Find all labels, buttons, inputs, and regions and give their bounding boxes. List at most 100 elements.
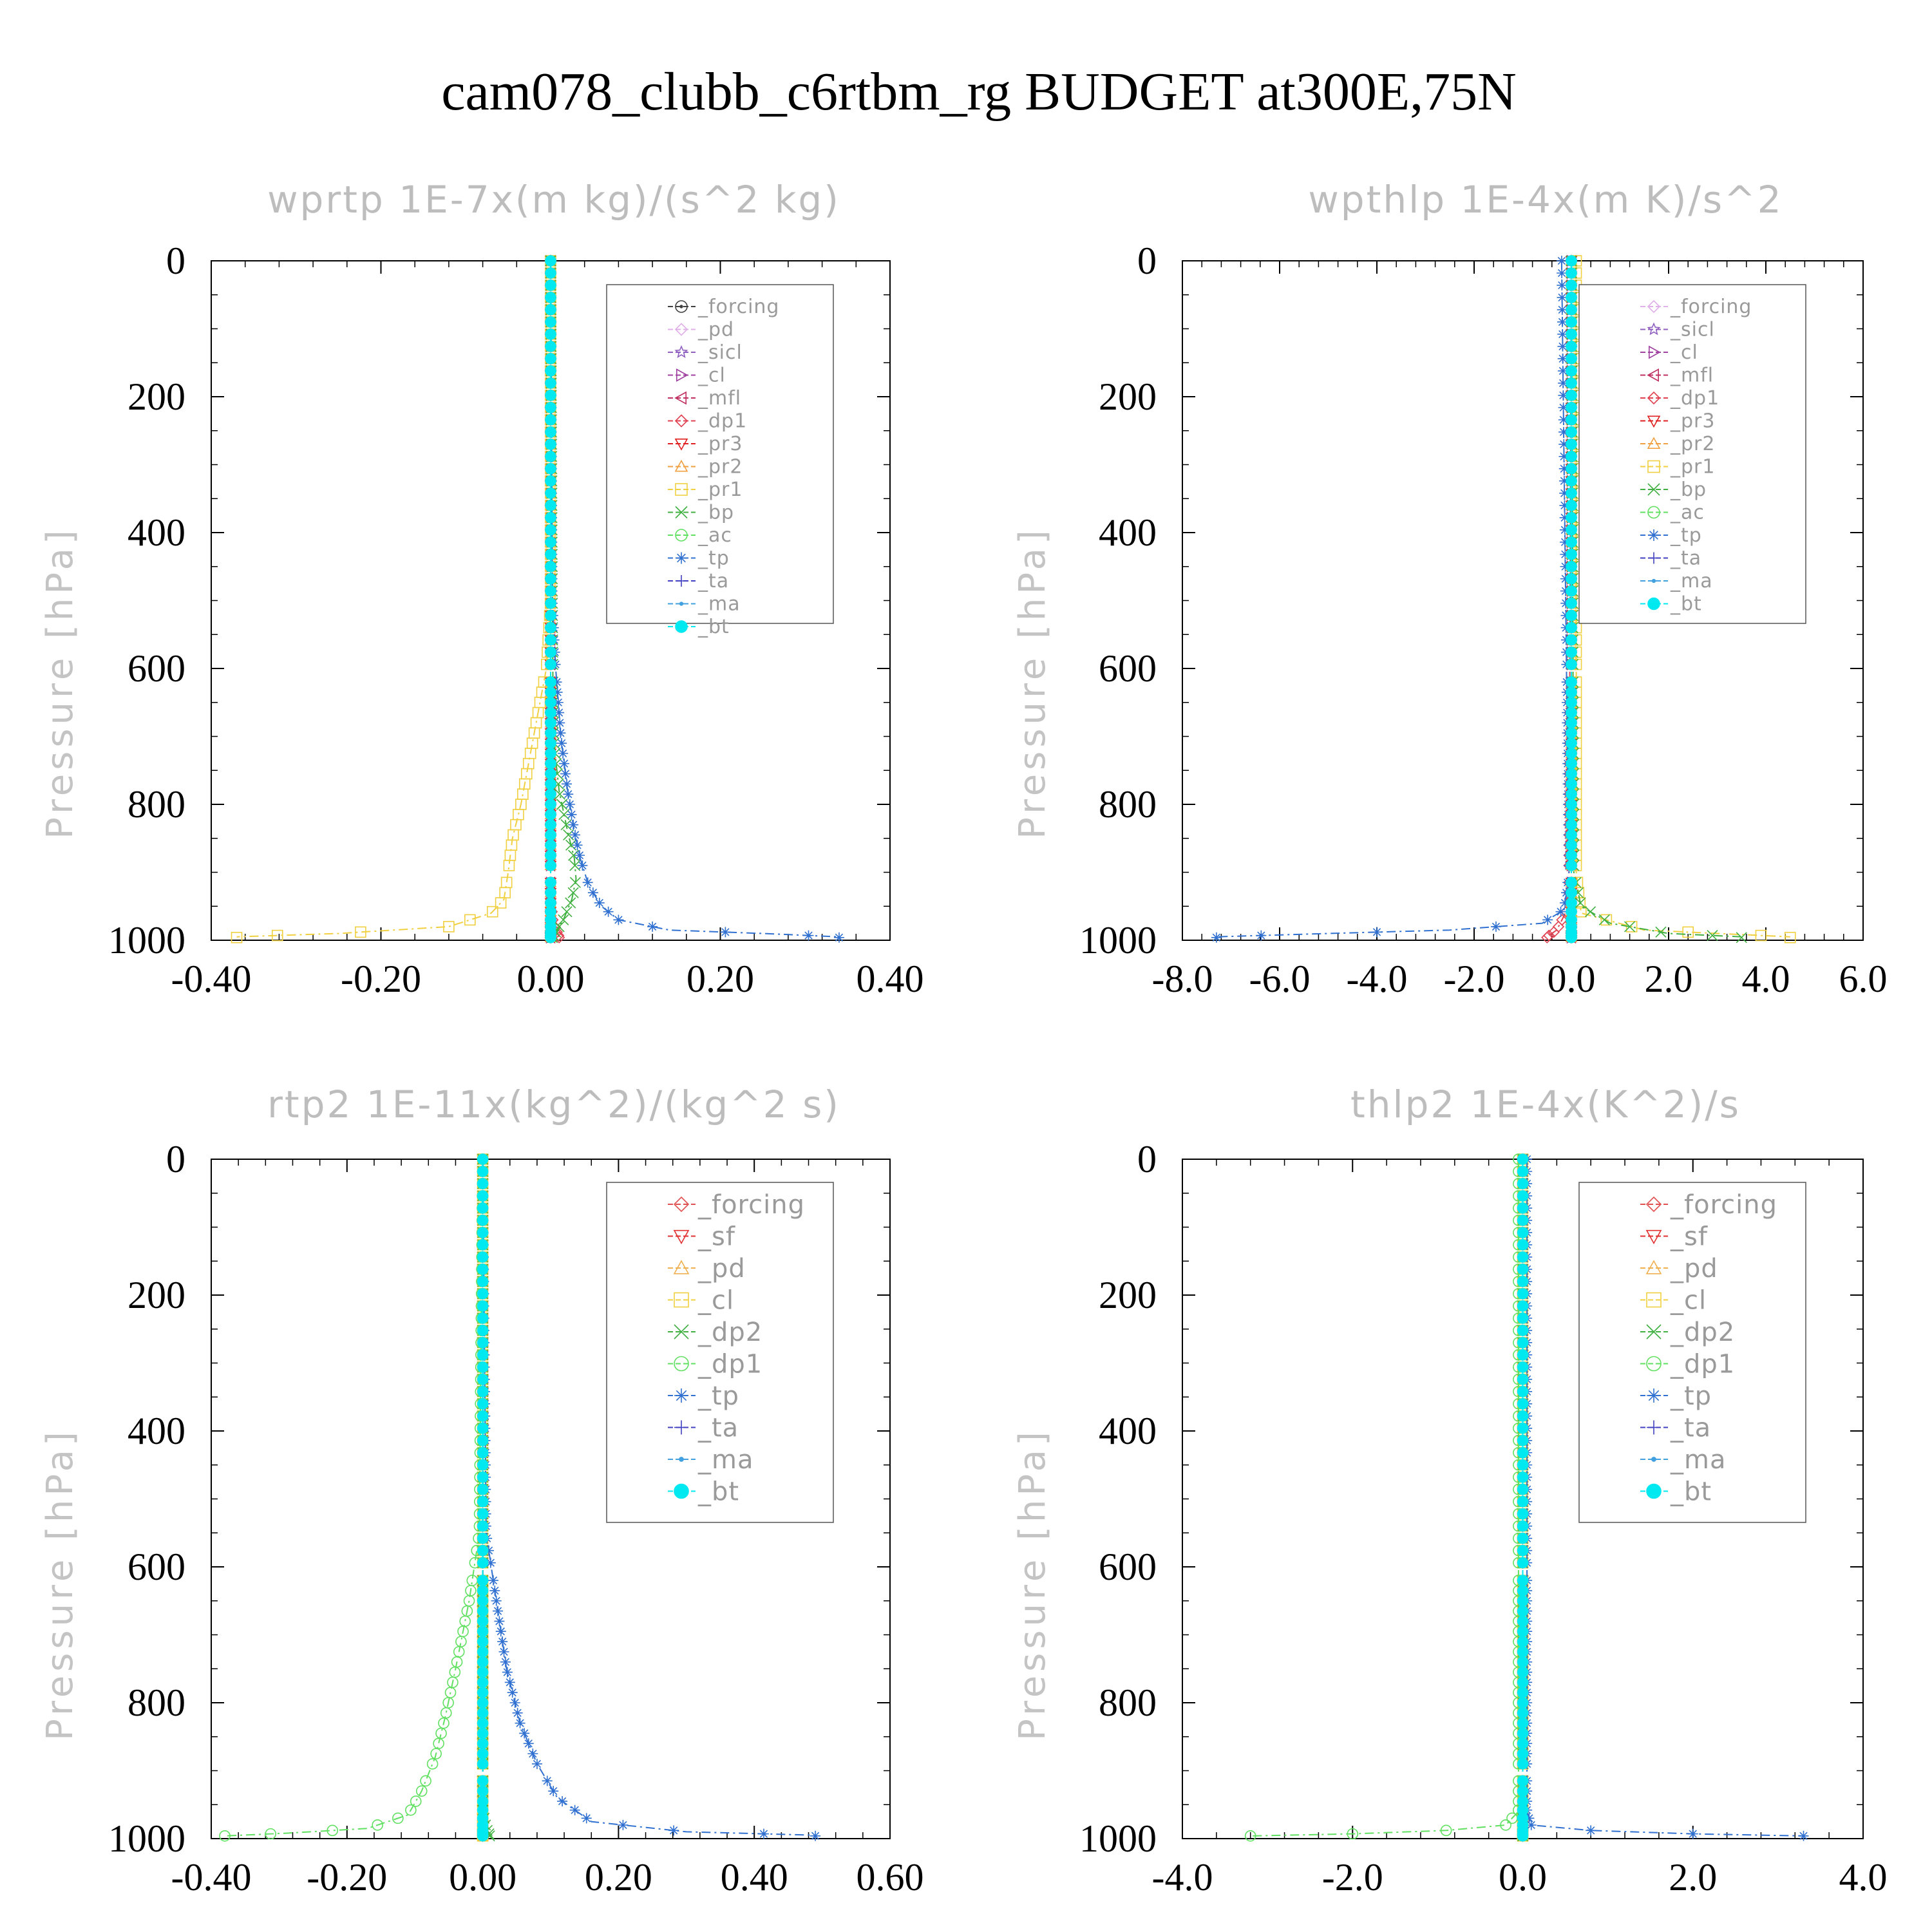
data-point bbox=[1559, 512, 1570, 523]
data-point bbox=[1557, 365, 1568, 376]
data-point bbox=[581, 1813, 592, 1824]
legend-item: _cl bbox=[668, 1286, 734, 1316]
legend-marker bbox=[675, 483, 688, 496]
data-point bbox=[1372, 927, 1382, 938]
data-point bbox=[545, 809, 556, 820]
legend-item: _ma bbox=[668, 593, 740, 616]
data-point bbox=[1566, 849, 1577, 861]
legend-item: _pd bbox=[668, 319, 734, 341]
legend-item: _sf bbox=[668, 1222, 735, 1252]
x-tick-label: 0.00 bbox=[517, 958, 585, 1000]
data-point bbox=[1566, 451, 1577, 462]
data-point bbox=[486, 905, 498, 918]
data-point bbox=[545, 267, 556, 279]
data-point bbox=[1566, 328, 1577, 340]
data-point bbox=[1557, 292, 1567, 303]
data-point bbox=[459, 1615, 471, 1627]
data-point bbox=[495, 897, 507, 909]
data-point bbox=[410, 1795, 422, 1807]
data-point bbox=[545, 353, 556, 365]
legend-label: _pr2 bbox=[1670, 433, 1715, 455]
x-tick-label: 4.0 bbox=[1742, 958, 1790, 1000]
x-tick-label: 0.40 bbox=[721, 1856, 788, 1899]
legend-item: _dp2 bbox=[1640, 1318, 1734, 1347]
data-point bbox=[545, 621, 556, 634]
data-point bbox=[1755, 929, 1767, 942]
data-point bbox=[545, 536, 556, 548]
data-point bbox=[477, 1676, 489, 1689]
legend-item: _sicl bbox=[668, 341, 742, 364]
legend-marker bbox=[1647, 415, 1661, 428]
data-point bbox=[1517, 1398, 1529, 1410]
data-point bbox=[1682, 926, 1694, 938]
data-point bbox=[477, 1775, 489, 1787]
data-point bbox=[1517, 1520, 1529, 1532]
legend-label: _cl bbox=[1670, 341, 1698, 364]
data-point bbox=[1517, 1312, 1529, 1324]
legend-marker bbox=[675, 529, 688, 542]
data-point bbox=[1490, 921, 1501, 932]
legend-box bbox=[606, 284, 834, 624]
y-tick-label: 600 bbox=[128, 647, 185, 690]
data-point bbox=[504, 1677, 515, 1688]
data-point bbox=[559, 758, 570, 769]
data-point bbox=[1566, 548, 1577, 560]
panel-title: rtp2 1E-11x(kg^2)/(kg^2 s) bbox=[267, 1083, 840, 1126]
legend-marker bbox=[675, 506, 688, 519]
data-point bbox=[477, 1190, 489, 1202]
legend-item: _forcing bbox=[668, 1190, 804, 1220]
data-point bbox=[489, 1585, 500, 1596]
legend-item: _bt bbox=[668, 1477, 739, 1507]
data-point bbox=[668, 1825, 679, 1836]
data-point bbox=[1558, 414, 1569, 425]
data-point bbox=[1517, 1153, 1529, 1165]
data-point bbox=[1566, 597, 1577, 609]
data-point bbox=[582, 877, 593, 888]
data-point bbox=[557, 1795, 568, 1806]
data-point bbox=[545, 573, 556, 585]
data-point bbox=[477, 1483, 489, 1495]
data-point bbox=[758, 1828, 769, 1839]
data-point bbox=[477, 1615, 489, 1627]
x-tick-label: 4.0 bbox=[1839, 1856, 1888, 1899]
data-point bbox=[1558, 451, 1569, 462]
data-point bbox=[1566, 255, 1577, 267]
legend-marker bbox=[674, 459, 688, 472]
data-point bbox=[1558, 426, 1569, 437]
data-point bbox=[1517, 1288, 1529, 1300]
series-bt bbox=[477, 1153, 489, 1842]
data-point bbox=[1566, 748, 1577, 759]
data-point bbox=[1566, 292, 1577, 303]
data-point bbox=[569, 876, 581, 888]
data-point bbox=[545, 829, 556, 841]
data-point bbox=[1557, 328, 1568, 339]
data-point bbox=[1566, 757, 1577, 770]
data-point bbox=[477, 1471, 489, 1483]
panel-rtp2: rtp2 1E-11x(kg^2)/(kg^2 s) Pressure [hPa… bbox=[39, 1083, 924, 1899]
x-tick-label: 0.0 bbox=[1499, 1856, 1547, 1899]
data-point bbox=[477, 1386, 489, 1397]
data-point bbox=[477, 1227, 489, 1238]
legend-marker bbox=[1648, 529, 1660, 541]
data-point bbox=[1542, 914, 1553, 925]
data-point bbox=[507, 829, 519, 841]
legend-label: _sf bbox=[1670, 1222, 1708, 1252]
data-point bbox=[1586, 1825, 1596, 1836]
figure-title: cam078_clubb_c6rtbm_rg BUDGET at300E,75N bbox=[441, 62, 1517, 122]
series-tp bbox=[1211, 256, 1575, 943]
data-point bbox=[1556, 256, 1567, 266]
data-point bbox=[477, 1434, 489, 1446]
data-point bbox=[477, 1349, 489, 1361]
data-point bbox=[1566, 402, 1577, 413]
data-point bbox=[1517, 1666, 1529, 1678]
data-point bbox=[545, 451, 556, 462]
data-point bbox=[477, 1625, 489, 1638]
data-point bbox=[1211, 932, 1222, 943]
data-point bbox=[477, 1656, 489, 1668]
data-point bbox=[515, 1718, 526, 1728]
legend-label: _tp bbox=[697, 1381, 739, 1411]
data-point bbox=[1566, 717, 1577, 729]
data-point bbox=[613, 914, 624, 925]
legend-marker bbox=[674, 1324, 689, 1340]
data-point bbox=[1566, 646, 1577, 658]
